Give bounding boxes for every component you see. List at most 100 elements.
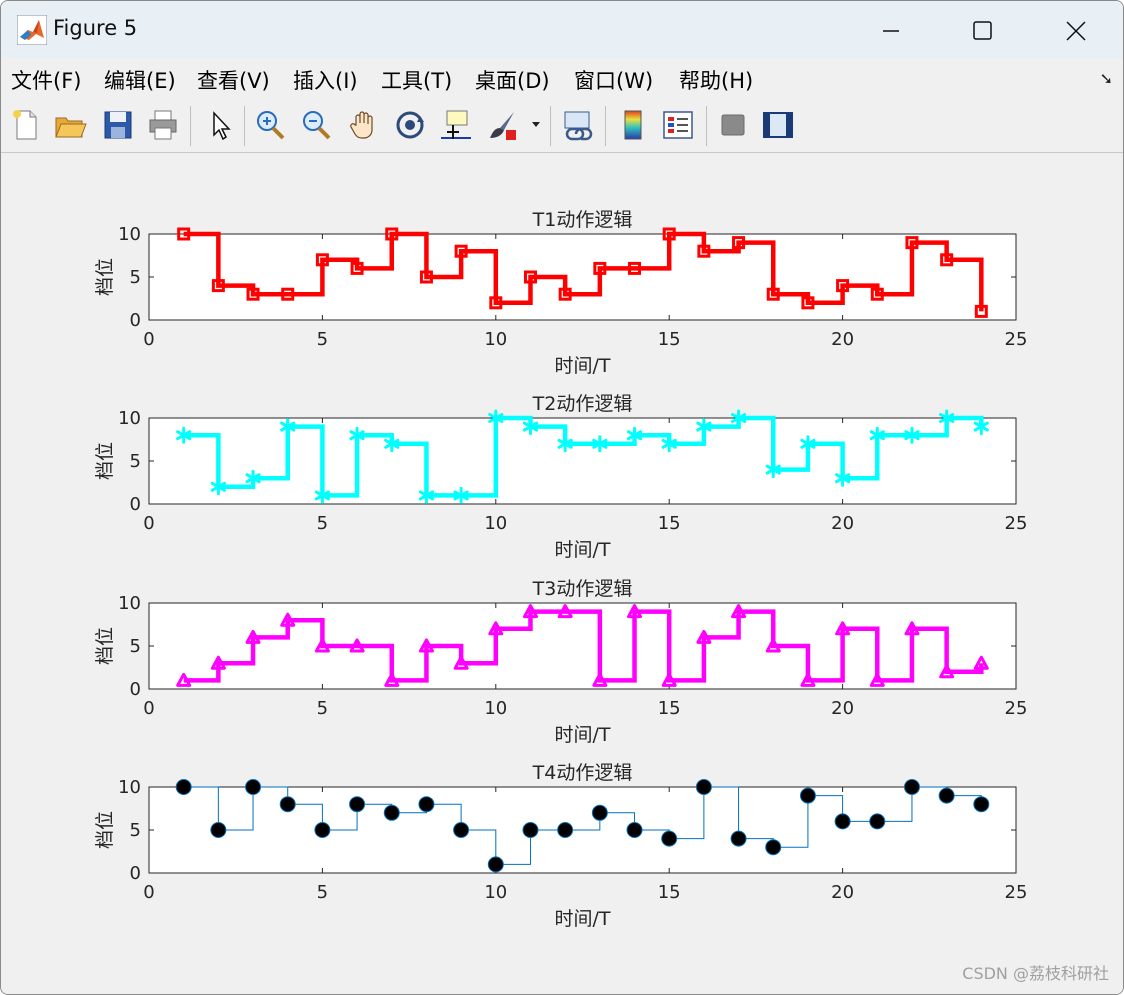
link-plot-icon[interactable] bbox=[561, 108, 595, 142]
data-point-6 bbox=[384, 672, 400, 687]
y-tick-label: 10 bbox=[118, 224, 141, 245]
data-point-10 bbox=[522, 604, 538, 619]
asterisk-stroke bbox=[939, 413, 955, 423]
x-tick-label: 0 bbox=[143, 513, 154, 534]
y-tick-label: 5 bbox=[130, 451, 141, 472]
menu-file[interactable]: 文件(F) bbox=[11, 69, 82, 93]
rotate-3d-icon[interactable] bbox=[393, 108, 427, 142]
new-file-icon[interactable] bbox=[9, 108, 43, 142]
data-point-4 bbox=[314, 638, 330, 653]
data-point-3 bbox=[279, 796, 296, 813]
close-button[interactable] bbox=[1054, 9, 1098, 53]
colorbar-icon[interactable] bbox=[616, 108, 650, 142]
data-point-8 bbox=[454, 244, 468, 258]
data-point-12 bbox=[591, 804, 608, 821]
hide-plot-tools-icon[interactable] bbox=[716, 108, 750, 142]
axes-box bbox=[148, 233, 1017, 321]
y-tick-label: 0 bbox=[130, 494, 141, 515]
toolbar-separator bbox=[190, 106, 191, 146]
zoom-in-icon[interactable] bbox=[253, 108, 287, 142]
x-tick-label: 10 bbox=[484, 329, 507, 350]
data-point-23 bbox=[973, 655, 989, 670]
menu-bar: 文件(F) 编辑(E) 查看(V) 插入(I) 工具(T) 桌面(D) 窗口(W… bbox=[1, 59, 1123, 100]
menu-insert[interactable]: 插入(I) bbox=[293, 69, 358, 93]
x-tick-label: 15 bbox=[658, 513, 681, 534]
asterisk-stroke bbox=[869, 430, 885, 441]
data-point-20 bbox=[869, 672, 885, 687]
data-point-18 bbox=[800, 435, 816, 453]
data-point-19 bbox=[834, 813, 851, 830]
asterisk-stroke bbox=[384, 438, 400, 449]
x-tick-label: 5 bbox=[317, 329, 328, 350]
zoom-out-icon[interactable] bbox=[299, 108, 333, 142]
data-point-14 bbox=[662, 227, 676, 241]
x-axis-label: 时间/T bbox=[554, 539, 610, 561]
x-tick-label: 15 bbox=[658, 698, 681, 719]
asterisk-stroke bbox=[973, 421, 989, 432]
data-point-13 bbox=[626, 822, 643, 838]
data-point-4 bbox=[314, 486, 330, 504]
data-cursor-icon[interactable] bbox=[439, 108, 473, 142]
dock-figure-icon[interactable]: ➘ bbox=[1099, 69, 1113, 88]
menu-edit[interactable]: 编辑(E) bbox=[104, 69, 176, 93]
data-point-22 bbox=[939, 664, 955, 679]
menu-tools[interactable]: 工具(T) bbox=[381, 69, 453, 93]
asterisk-stroke bbox=[349, 430, 365, 441]
asterisk-stroke bbox=[245, 473, 261, 484]
x-tick-label: 5 bbox=[317, 882, 328, 903]
data-point-3 bbox=[280, 612, 296, 627]
open-folder-icon[interactable] bbox=[53, 108, 87, 142]
data-point-2 bbox=[246, 287, 260, 301]
data-point-21 bbox=[904, 426, 920, 444]
pointer-icon[interactable] bbox=[203, 108, 237, 142]
data-point-12 bbox=[592, 672, 608, 687]
legend-icon[interactable] bbox=[661, 108, 695, 142]
data-point-16 bbox=[730, 409, 747, 427]
series-step-line bbox=[183, 609, 984, 683]
x-tick-label: 20 bbox=[831, 329, 854, 350]
data-point-14 bbox=[661, 672, 677, 687]
menu-help[interactable]: 帮助(H) bbox=[679, 69, 754, 93]
data-point-5 bbox=[349, 638, 365, 653]
chart-title: T3动作逻辑 bbox=[532, 578, 633, 600]
y-tick-label: 0 bbox=[130, 310, 141, 331]
data-point-2 bbox=[245, 629, 261, 644]
asterisk-stroke bbox=[730, 413, 747, 423]
data-point-17 bbox=[765, 839, 782, 856]
data-point-9 bbox=[489, 296, 503, 310]
maximize-button[interactable] bbox=[961, 9, 1005, 53]
minimize-button[interactable] bbox=[869, 9, 913, 53]
data-point-20 bbox=[869, 813, 886, 830]
data-point-16 bbox=[730, 830, 747, 847]
data-point-22 bbox=[939, 409, 955, 427]
menu-desktop[interactable]: 桌面(D) bbox=[475, 69, 550, 93]
series-step-line bbox=[183, 231, 984, 312]
data-point-11 bbox=[557, 822, 574, 838]
x-tick-label: 15 bbox=[658, 882, 681, 903]
data-point-10 bbox=[522, 418, 539, 436]
brush-icon[interactable] bbox=[486, 108, 520, 142]
x-tick-label: 25 bbox=[1005, 882, 1028, 903]
toolbar-separator bbox=[550, 106, 551, 146]
menu-view[interactable]: 查看(V) bbox=[197, 69, 270, 93]
x-axis-label: 时间/T bbox=[554, 724, 610, 746]
data-point-1 bbox=[210, 478, 226, 496]
menu-window[interactable]: 窗口(W) bbox=[574, 69, 654, 93]
print-icon[interactable] bbox=[146, 108, 180, 142]
chart-title: T1动作逻辑 bbox=[532, 209, 633, 231]
save-icon[interactable] bbox=[101, 108, 135, 142]
show-plot-tools-icon[interactable] bbox=[761, 108, 795, 142]
data-point-9 bbox=[487, 856, 504, 873]
brush-dropdown-icon[interactable] bbox=[529, 108, 543, 142]
y-axis-label: 档位 bbox=[94, 442, 116, 480]
pan-hand-icon[interactable] bbox=[347, 108, 381, 142]
data-point-7 bbox=[418, 638, 434, 653]
series-markers bbox=[177, 227, 988, 318]
data-point-5 bbox=[350, 261, 364, 275]
title-bar: Figure 5 bbox=[1, 1, 1123, 59]
asterisk-stroke bbox=[661, 438, 677, 449]
